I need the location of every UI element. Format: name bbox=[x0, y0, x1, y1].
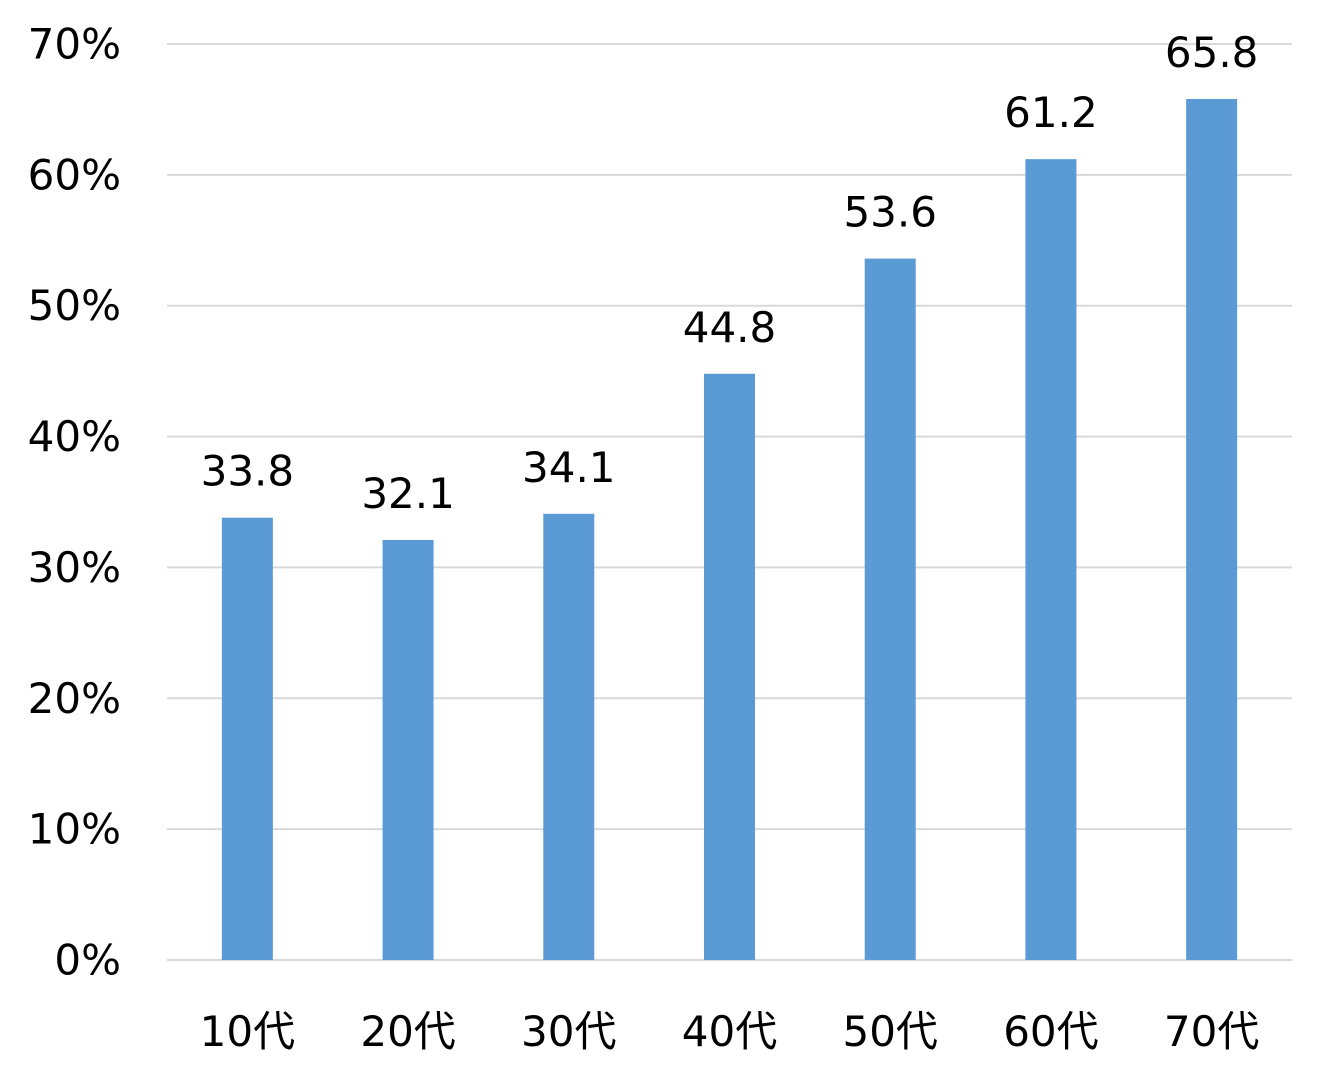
y-tick-label: 70% bbox=[28, 20, 121, 69]
x-category-label: 50代 bbox=[842, 1007, 937, 1056]
data-label: 32.1 bbox=[361, 469, 455, 518]
x-axis-category-labels: 10代 20代 30代 40代 50代 60代 70代 bbox=[200, 1007, 1260, 1056]
y-tick-label: 40% bbox=[28, 412, 121, 461]
bar bbox=[1186, 98, 1238, 960]
data-label: 33.8 bbox=[201, 447, 295, 496]
y-tick-label: 30% bbox=[28, 543, 121, 592]
bar bbox=[864, 258, 916, 960]
data-label: 61.2 bbox=[1004, 88, 1098, 137]
bar bbox=[543, 513, 595, 960]
y-tick-label: 20% bbox=[28, 674, 121, 723]
bar bbox=[704, 373, 755, 960]
y-tick-label: 0% bbox=[54, 936, 121, 985]
data-label: 53.6 bbox=[843, 188, 937, 237]
y-tick-label: 60% bbox=[28, 150, 121, 199]
x-category-label: 30代 bbox=[521, 1007, 616, 1056]
bar bbox=[382, 539, 434, 960]
bar bbox=[221, 517, 273, 960]
bars bbox=[221, 98, 1238, 960]
data-label: 44.8 bbox=[683, 303, 777, 352]
x-category-label: 20代 bbox=[360, 1007, 455, 1056]
x-category-label: 10代 bbox=[200, 1007, 295, 1056]
x-category-label: 60代 bbox=[1003, 1007, 1098, 1056]
bar bbox=[1025, 159, 1077, 960]
y-tick-label: 10% bbox=[28, 805, 121, 854]
y-tick-label: 50% bbox=[28, 281, 121, 330]
data-label: 34.1 bbox=[522, 443, 616, 492]
x-category-label: 40代 bbox=[682, 1007, 777, 1056]
y-axis-tick-labels: 0% 10% 20% 30% 40% 50% 60% 70% bbox=[28, 20, 121, 985]
x-category-label: 70代 bbox=[1164, 1007, 1259, 1056]
data-label: 65.8 bbox=[1165, 28, 1259, 77]
data-labels: 33.8 32.1 34.1 44.8 53.6 61.2 65.8 bbox=[201, 28, 1259, 518]
